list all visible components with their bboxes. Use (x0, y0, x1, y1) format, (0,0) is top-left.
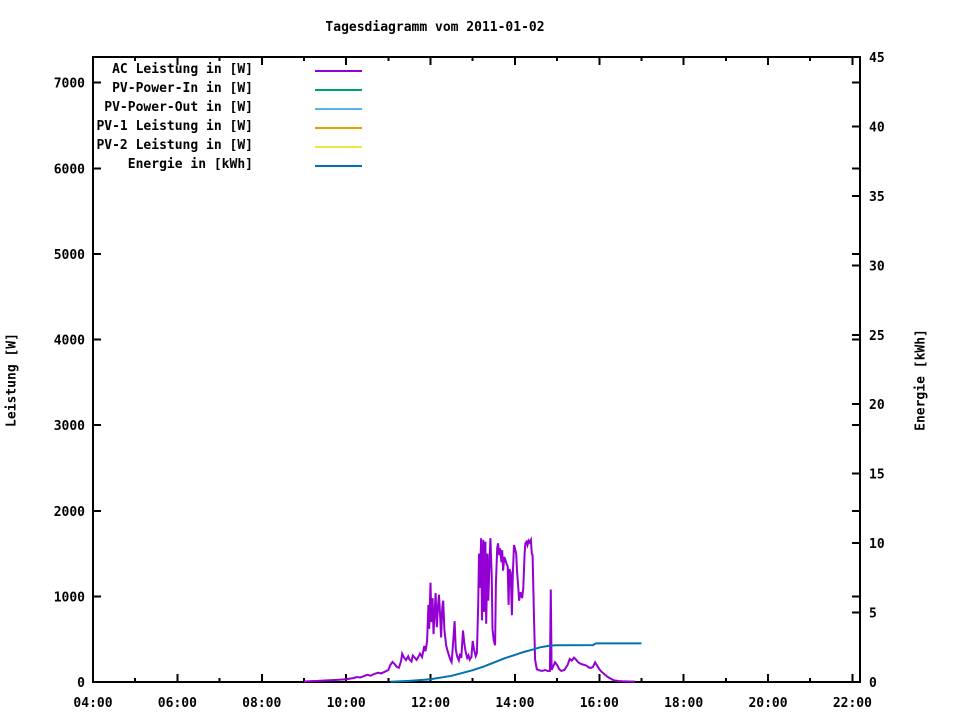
x-tick-label: 04:00 (73, 696, 112, 711)
x-tick-label: 16:00 (580, 696, 619, 711)
legend-label-pv1-leistung: PV-1 Leistung in [W] (96, 119, 253, 134)
legend-line-pv-power-in (315, 89, 362, 91)
legend-row-pv-power-out: PV-Power-Out in [W] (93, 100, 383, 119)
legend-line-energie (315, 165, 362, 167)
y-right-tick-label: 0 (869, 676, 877, 691)
legend-label-energie: Energie in [kWh] (127, 157, 253, 172)
legend-row-pv-power-in: PV-Power-In in [W] (93, 81, 383, 100)
legend-label-ac-leistung: AC Leistung in [W] (112, 62, 253, 77)
y-left-tick-label: 4000 (54, 334, 85, 349)
x-tick-label: 12:00 (411, 696, 450, 711)
series-line-5 (390, 642, 642, 683)
x-tick-label: 20:00 (748, 696, 787, 711)
y-right-tick-label: 20 (869, 398, 885, 413)
y-left-tick-label: 6000 (54, 162, 85, 177)
legend-row-energie: Energie in [kWh] (93, 157, 383, 176)
y-right-tick-label: 10 (869, 537, 885, 552)
legend-line-pv1-leistung (315, 127, 362, 129)
y-left-tick-label: 3000 (54, 419, 85, 434)
y-left-tick-label: 0 (77, 676, 85, 691)
legend-line-pv-power-out (315, 108, 362, 110)
y-right-tick-label: 35 (869, 190, 885, 205)
legend-label-pv-power-out: PV-Power-Out in [W] (104, 100, 253, 115)
x-tick-label: 10:00 (327, 696, 366, 711)
legend-row-ac-leistung: AC Leistung in [W] (93, 62, 383, 81)
y-right-ticks: 0 5 10 15 20 25 30 35 40 45 (852, 51, 885, 691)
chart-title: Tagesdiagramm vom 2011-01-02 (325, 20, 545, 35)
legend-line-pv2-leistung (315, 146, 362, 148)
series-line-0 (303, 536, 636, 683)
y-right-tick-label: 15 (869, 468, 885, 483)
y-right-tick-label: 40 (869, 120, 885, 135)
y-left-ticks: 0 1000 2000 3000 4000 5000 6000 7000 (54, 77, 860, 691)
legend-label-pv-power-in: PV-Power-In in [W] (112, 81, 253, 96)
y-left-tick-label: 7000 (54, 77, 85, 92)
x-tick-label: 18:00 (664, 696, 703, 711)
plot-border (92, 56, 861, 683)
y-right-tick-label: 45 (869, 51, 885, 66)
x-tick-label: 08:00 (242, 696, 281, 711)
y-right-tick-label: 25 (869, 329, 885, 344)
legend-line-ac-leistung (315, 70, 362, 72)
legend: AC Leistung in [W] PV-Power-In in [W] PV… (93, 62, 383, 176)
y-left-tick-label: 5000 (54, 248, 85, 263)
x-tick-label: 06:00 (158, 696, 197, 711)
y-left-tick-label: 1000 (54, 590, 85, 605)
y-right-tick-label: 30 (869, 259, 885, 274)
x-tick-label: 22:00 (833, 696, 872, 711)
y-right-tick-label: 5 (869, 607, 877, 622)
legend-label-pv2-leistung: PV-2 Leistung in [W] (96, 138, 253, 153)
legend-row-pv1-leistung: PV-1 Leistung in [W] (93, 119, 383, 138)
legend-row-pv2-leistung: PV-2 Leistung in [W] (93, 138, 383, 157)
x-tick-label: 14:00 (495, 696, 534, 711)
y-left-tick-label: 2000 (54, 505, 85, 520)
x-axis-ticks: 04:00 06:00 08:00 10:00 12:00 14:00 16:00 18:00… (73, 57, 872, 711)
